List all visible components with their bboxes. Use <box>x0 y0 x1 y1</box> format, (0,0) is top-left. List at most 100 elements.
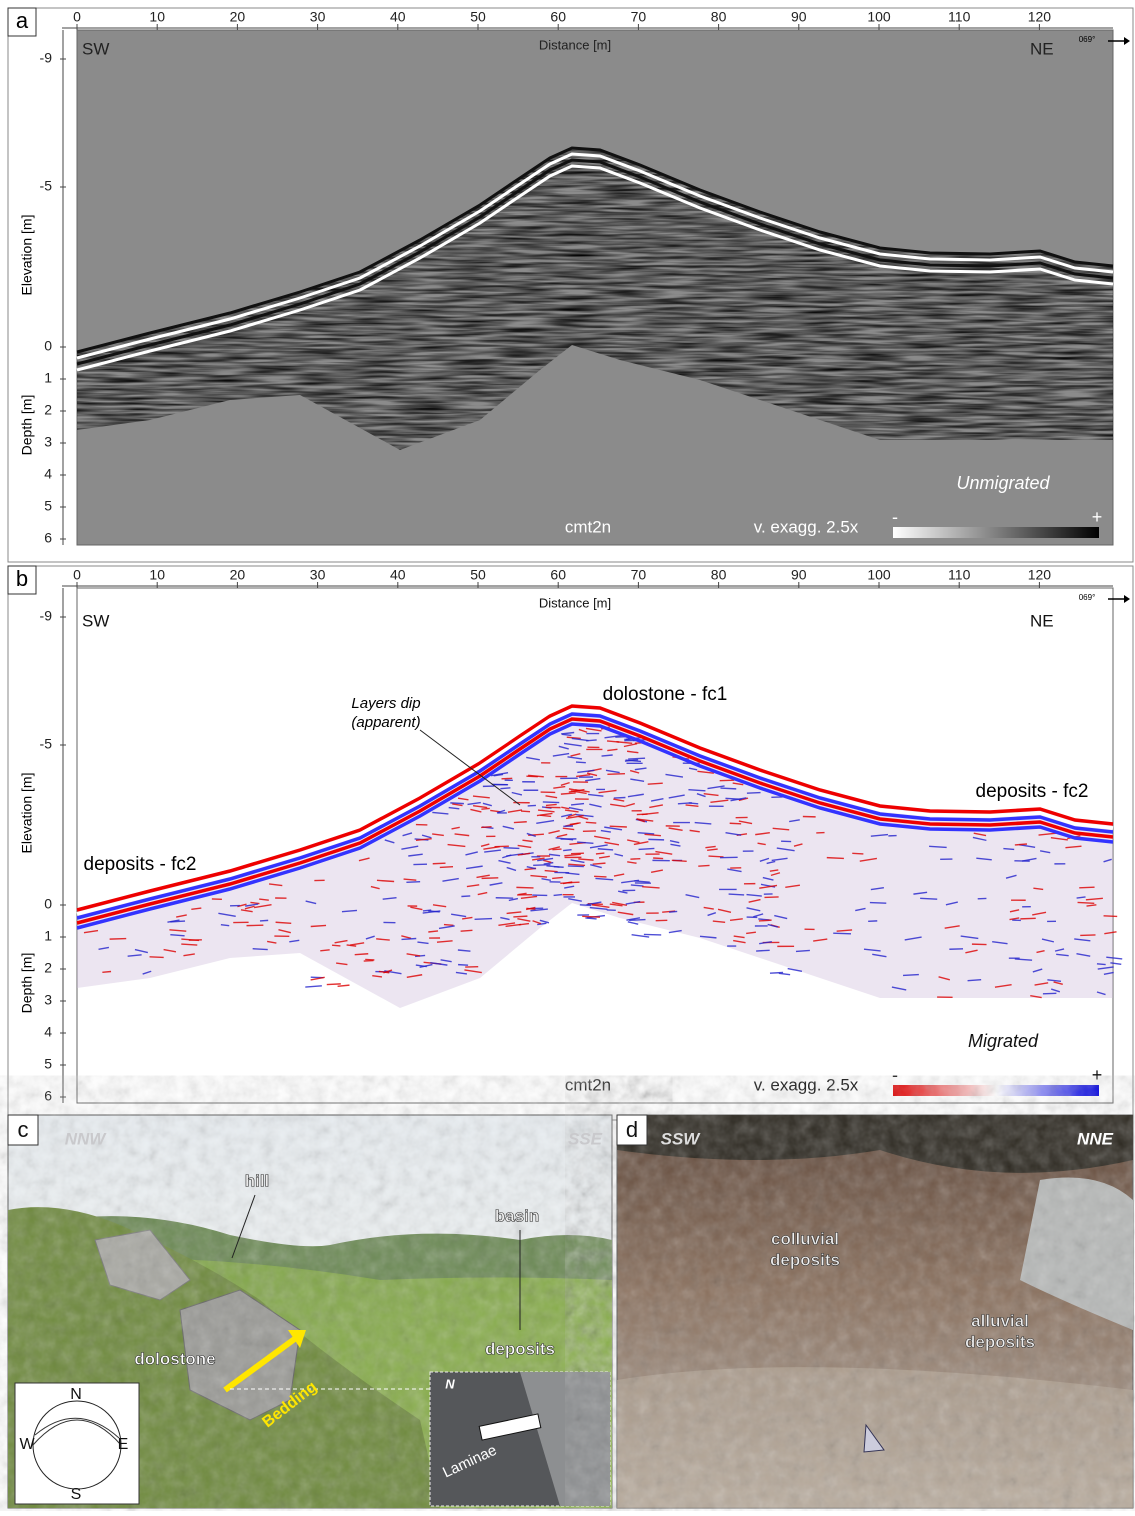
y-axis-label: Depth [m] <box>19 953 35 1014</box>
photo-label: basin <box>495 1206 539 1225</box>
reflector <box>920 898 937 899</box>
reflector <box>870 903 886 904</box>
reflector <box>482 878 499 879</box>
reflector <box>653 858 663 859</box>
photo-d <box>617 1115 1133 1508</box>
reflector <box>827 858 844 859</box>
reflector <box>332 945 340 946</box>
reflector <box>759 920 772 921</box>
x-tick-label: 30 <box>310 567 326 583</box>
reflector <box>516 887 533 888</box>
y-axis-label: Depth [m] <box>19 395 35 456</box>
annotation: Layers dip <box>351 695 420 712</box>
y-tick-label: 0 <box>44 896 52 912</box>
photo-label: deposits <box>485 1339 555 1358</box>
reflector <box>440 867 453 868</box>
x-tick-label: 50 <box>470 9 486 25</box>
y-axis-label: Elevation [m] <box>19 773 35 854</box>
x-tick-label: 80 <box>711 567 727 583</box>
reflector <box>521 811 530 812</box>
scale-minus: - <box>892 507 898 527</box>
y-tick-label: -9 <box>40 608 53 624</box>
reflector <box>630 859 640 860</box>
y-tick-label: -9 <box>40 50 53 66</box>
direction-right: NE <box>1030 611 1054 630</box>
photo-label: alluvial <box>971 1311 1029 1330</box>
x-tick-label: 100 <box>867 9 891 25</box>
reflector <box>475 919 492 920</box>
photo-label: hill <box>245 1171 270 1190</box>
photo-label: NNE <box>1077 1129 1114 1148</box>
photo-label: colluvial <box>771 1229 839 1248</box>
reflector <box>571 853 584 854</box>
photo-label: SSW <box>661 1129 702 1148</box>
stereonet <box>33 1401 121 1489</box>
scale-minus: - <box>892 1065 898 1085</box>
y-tick-label: 6 <box>44 530 52 546</box>
reflector <box>461 930 473 931</box>
reflector <box>648 839 664 840</box>
reflector <box>747 793 761 794</box>
y-tick-label: 0 <box>44 338 52 354</box>
reflector <box>720 788 736 789</box>
figure: 0102030405060708090100110120-9-50123456E… <box>0 0 1135 1511</box>
photo-label: NNW <box>65 1129 108 1148</box>
x-axis-label: Distance [m] <box>539 37 611 52</box>
y-tick-label: 3 <box>44 434 52 450</box>
reflector <box>552 849 561 850</box>
y-tick-label: 6 <box>44 1088 52 1104</box>
x-tick-label: 10 <box>149 9 165 25</box>
photo-label: dolostone <box>134 1349 215 1368</box>
panel-label: a <box>16 8 29 33</box>
reflector <box>560 883 572 884</box>
profile-name: cmt2n <box>565 1075 611 1094</box>
x-tick-label: 70 <box>631 567 647 583</box>
x-tick-label: 110 <box>948 9 971 25</box>
x-tick-label: 120 <box>1028 567 1052 583</box>
reflector <box>903 975 919 976</box>
photo-c <box>8 1115 612 1508</box>
photo-label: W <box>19 1436 35 1453</box>
x-tick-label: 110 <box>948 567 971 583</box>
scale-plus: + <box>1092 1065 1103 1085</box>
reflector <box>327 984 341 985</box>
reflector <box>669 911 677 912</box>
y-tick-label: 5 <box>44 498 52 514</box>
reflector <box>764 897 778 898</box>
reflector <box>320 950 329 951</box>
reflector <box>423 910 431 911</box>
photo-label: deposits <box>965 1332 1035 1351</box>
y-tick-label: 1 <box>44 370 52 386</box>
photo-label: d <box>626 1117 638 1142</box>
reflector <box>401 939 416 940</box>
y-axis-label: Elevation [m] <box>19 215 35 296</box>
processing: Unmigrated <box>956 473 1050 493</box>
x-tick-label: 90 <box>791 9 807 25</box>
x-tick-label: 20 <box>230 9 246 25</box>
reflector <box>533 865 550 866</box>
reflector <box>546 804 557 805</box>
reflector <box>406 882 420 883</box>
y-tick-label: 3 <box>44 992 52 1008</box>
azimuth: 069° <box>1079 593 1096 602</box>
x-tick-label: 10 <box>149 567 165 583</box>
reflector <box>355 954 369 955</box>
y-tick-label: 5 <box>44 1056 52 1072</box>
panel-label: b <box>16 566 28 591</box>
x-tick-label: 40 <box>390 9 406 25</box>
x-tick-label: 120 <box>1028 9 1052 25</box>
y-tick-label: 2 <box>44 402 52 418</box>
x-tick-label: 100 <box>867 567 891 583</box>
reflector <box>594 876 606 877</box>
direction-left: SW <box>82 39 109 58</box>
x-tick-label: 0 <box>73 567 81 583</box>
reflector <box>102 972 111 973</box>
photo-label: N <box>445 1376 455 1391</box>
reflector <box>481 827 492 828</box>
reflector <box>629 920 645 921</box>
x-tick-label: 70 <box>631 9 647 25</box>
reflector <box>586 822 597 823</box>
reflector <box>461 896 470 897</box>
